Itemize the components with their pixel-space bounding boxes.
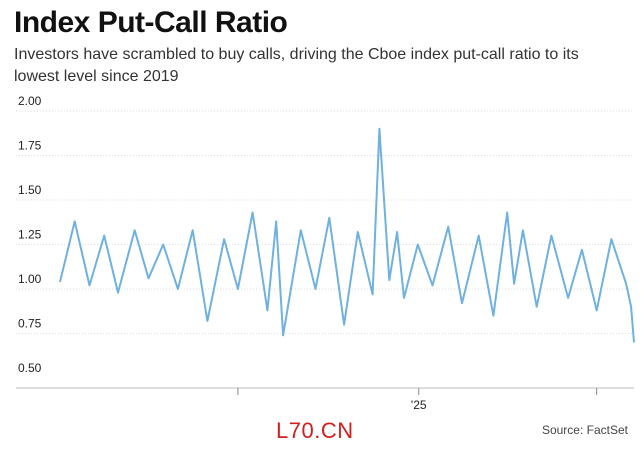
y-tick-label: 1.75 [18,139,42,153]
y-tick-label: 0.50 [18,361,42,375]
x-axis: '25 [16,387,634,412]
x-tick-label: '25 [411,398,427,412]
source-note: Source: FactSet [541,423,628,437]
y-tick-label: 1.00 [18,272,42,286]
chart-title: Index Put-Call Ratio [14,6,288,39]
watermark: L70.CN [276,418,354,443]
y-tick-label: 1.50 [18,183,42,197]
y-gridlines [16,110,634,334]
y-axis-tick-labels: 0.50 0.75 1.00 1.25 1.50 1.75 2.00 [18,94,42,375]
y-tick-label: 2.00 [18,94,42,108]
y-tick-label: 0.75 [18,317,42,331]
y-tick-label: 1.25 [18,228,42,242]
series-line [59,127,635,343]
chart-subtitle: Investors have scrambled to buy calls, d… [14,46,579,85]
series-layer [59,127,635,343]
